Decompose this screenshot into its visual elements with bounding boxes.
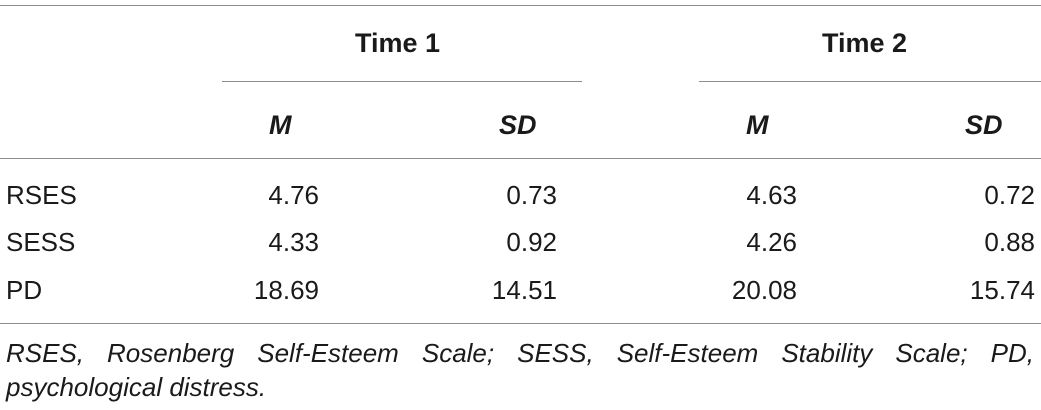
cell-time2-m: 4.26 xyxy=(746,227,797,257)
column-header-time2-sd: SD xyxy=(965,110,1003,140)
cell-time2-m: 20.08 xyxy=(731,275,797,305)
time2-group-rule xyxy=(699,81,1041,82)
row-label: PD xyxy=(6,275,43,305)
cell-time1-sd: 0.73 xyxy=(506,180,557,210)
cell-time1-m: 4.33 xyxy=(268,227,319,257)
table-footnote: RSES, Rosenberg Self-Esteem Scale; SESS,… xyxy=(6,338,1034,402)
group-header-time2: Time 2 xyxy=(822,28,908,58)
header-bottom-rule xyxy=(0,158,1041,159)
row-label: RSES xyxy=(6,180,77,210)
cell-time2-m: 4.63 xyxy=(746,180,797,210)
column-header-time1-sd: SD xyxy=(499,110,537,140)
cell-time2-sd: 0.72 xyxy=(984,180,1035,210)
cell-time1-m: 4.76 xyxy=(268,180,319,210)
time1-group-rule xyxy=(222,81,582,82)
cell-time2-sd: 0.88 xyxy=(984,227,1035,257)
cell-time1-m: 18.69 xyxy=(253,275,319,305)
cell-time1-sd: 14.51 xyxy=(491,275,557,305)
group-header-time1: Time 1 xyxy=(355,28,441,58)
cell-time2-sd: 15.74 xyxy=(969,275,1035,305)
cell-time1-sd: 0.92 xyxy=(506,227,557,257)
top-rule xyxy=(0,5,1041,6)
table-bottom-rule xyxy=(0,323,1041,324)
column-header-time2-m: M xyxy=(746,110,769,140)
row-label: SESS xyxy=(6,227,76,257)
column-header-time1-m: M xyxy=(269,110,292,140)
